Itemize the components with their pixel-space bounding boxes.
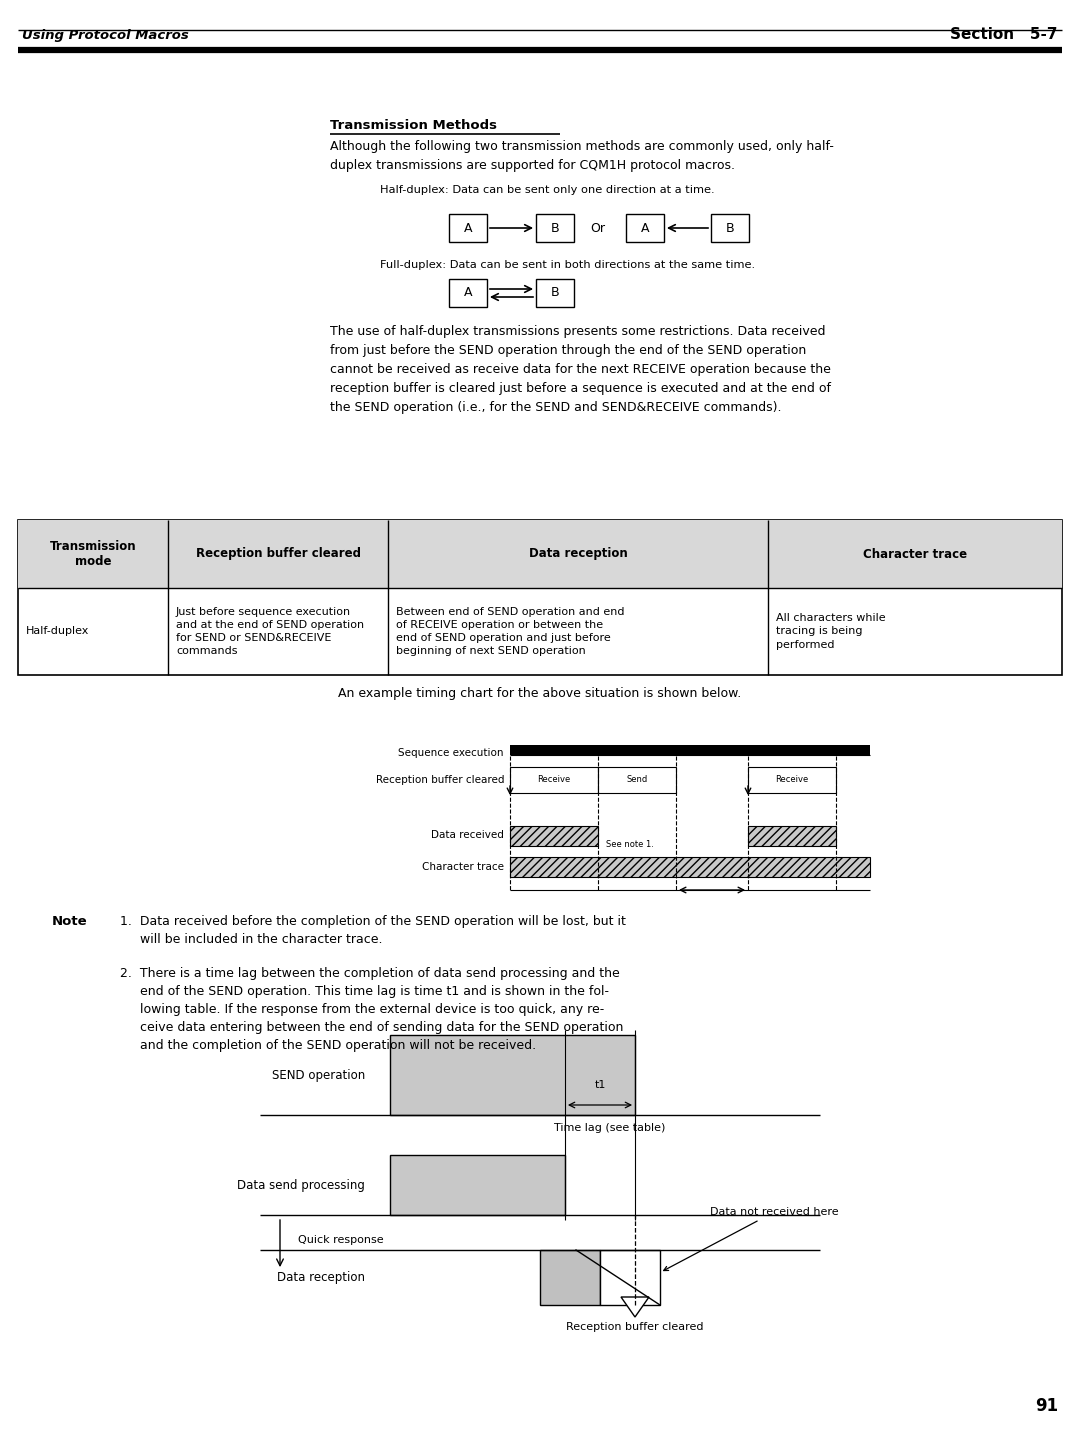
Text: Between end of SEND operation and end
of RECEIVE operation or between the
end of: Between end of SEND operation and end of… <box>396 607 624 656</box>
Text: Character trace: Character trace <box>422 862 504 872</box>
Text: Or: Or <box>591 221 606 234</box>
Bar <box>536 278 573 307</box>
Bar <box>536 214 573 243</box>
Bar <box>711 214 750 243</box>
Text: t1: t1 <box>594 1081 606 1091</box>
Bar <box>510 827 598 847</box>
Text: Receive: Receive <box>775 775 809 785</box>
Text: SEND operation: SEND operation <box>272 1069 365 1082</box>
Bar <box>449 278 487 307</box>
Text: Data reception: Data reception <box>528 548 627 561</box>
Bar <box>390 1155 565 1215</box>
Text: 91: 91 <box>1035 1398 1058 1415</box>
Text: Quick response: Quick response <box>298 1236 383 1246</box>
Bar <box>600 1250 660 1304</box>
Text: A: A <box>463 287 472 300</box>
Text: A: A <box>463 221 472 234</box>
Text: Data reception: Data reception <box>276 1271 365 1284</box>
Bar <box>18 519 1062 674</box>
Text: B: B <box>551 221 559 234</box>
Text: Data received: Data received <box>431 829 504 839</box>
Text: See note 1.: See note 1. <box>606 839 653 850</box>
Bar <box>748 827 836 847</box>
Bar <box>390 1035 635 1115</box>
Text: Reception buffer cleared: Reception buffer cleared <box>376 775 504 785</box>
Text: Just before sequence execution
and at the end of SEND operation
for SEND or SEND: Just before sequence execution and at th… <box>176 607 364 656</box>
Text: Time lag (see table): Time lag (see table) <box>554 1124 665 1134</box>
Text: Transmission
mode: Transmission mode <box>50 540 136 568</box>
Text: An example timing chart for the above situation is shown below.: An example timing chart for the above si… <box>338 687 742 700</box>
Text: Data not received here: Data not received here <box>664 1207 839 1270</box>
Text: Data send processing: Data send processing <box>238 1178 365 1191</box>
Text: Note: Note <box>52 916 87 928</box>
Text: 2.  There is a time lag between the completion of data send processing and the
 : 2. There is a time lag between the compl… <box>120 967 623 1052</box>
Bar <box>748 766 836 794</box>
Bar <box>510 857 870 877</box>
Text: Half-duplex: Half-duplex <box>26 627 90 637</box>
Bar <box>626 214 664 243</box>
Text: Character trace: Character trace <box>863 548 967 561</box>
Text: B: B <box>551 287 559 300</box>
Text: Sequence execution: Sequence execution <box>399 748 504 758</box>
Text: 1.  Data received before the completion of the SEND operation will be lost, but : 1. Data received before the completion o… <box>120 916 626 946</box>
Text: A: A <box>640 221 649 234</box>
Text: B: B <box>726 221 734 234</box>
Text: Send: Send <box>626 775 648 785</box>
Text: Reception buffer cleared: Reception buffer cleared <box>195 548 361 561</box>
Text: Receive: Receive <box>538 775 570 785</box>
Bar <box>598 766 676 794</box>
Bar <box>510 766 598 794</box>
Text: Transmission Methods: Transmission Methods <box>330 119 497 132</box>
Text: Section   5-7: Section 5-7 <box>950 27 1058 42</box>
Bar <box>18 519 1062 588</box>
Bar <box>540 1250 600 1304</box>
Bar <box>510 745 870 755</box>
Text: All characters while
tracing is being
performed: All characters while tracing is being pe… <box>777 613 886 650</box>
Text: Although the following two transmission methods are commonly used, only half-
du: Although the following two transmission … <box>330 141 834 172</box>
Text: Reception buffer cleared: Reception buffer cleared <box>566 1322 704 1332</box>
Text: The use of half-duplex transmissions presents some restrictions. Data received
f: The use of half-duplex transmissions pre… <box>330 324 831 415</box>
Polygon shape <box>621 1297 649 1317</box>
Text: Half-duplex: Data can be sent only one direction at a time.: Half-duplex: Data can be sent only one d… <box>380 185 715 195</box>
Text: Using Protocol Macros: Using Protocol Macros <box>22 29 189 42</box>
Bar <box>449 214 487 243</box>
Text: Full-duplex: Data can be sent in both directions at the same time.: Full-duplex: Data can be sent in both di… <box>380 260 755 270</box>
